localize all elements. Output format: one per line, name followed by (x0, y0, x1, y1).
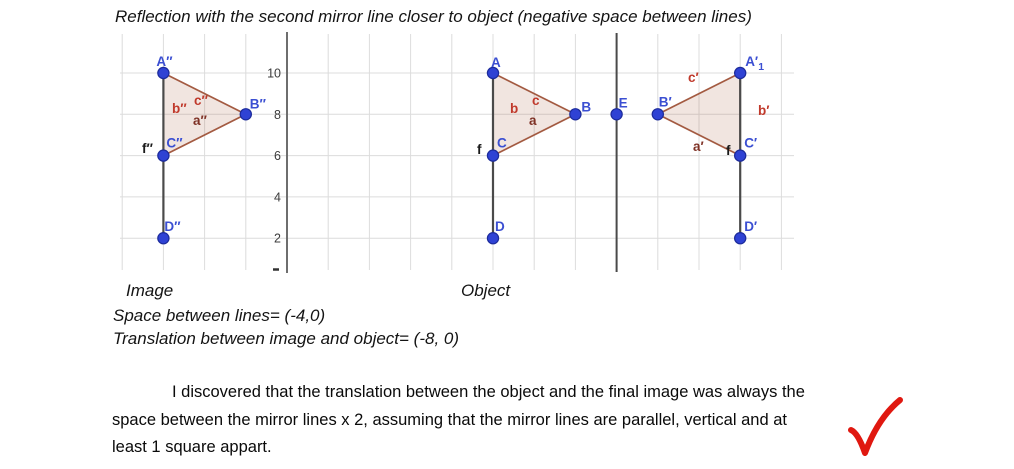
edge-label-a: a (529, 113, 537, 128)
point-dot-D′ (734, 231, 747, 245)
point-dot-A (486, 66, 500, 80)
point-label-D″: D″ (164, 219, 181, 234)
edge-label-a′: a′ (693, 139, 704, 154)
point-dot-B′ (651, 108, 665, 121)
point-label-B: B (581, 99, 591, 114)
caption-object: Object (461, 281, 511, 300)
point-label-A″: A″ (156, 54, 173, 69)
caption-image: Image (126, 281, 174, 300)
point-label-B″: B″ (250, 96, 267, 111)
point-label-C′: C′ (744, 136, 757, 151)
mirror-line-label: f″ (142, 141, 153, 156)
point-label-D: D (495, 219, 505, 234)
paragraph-line: space between the mirror lines x 2, assu… (112, 410, 787, 429)
point-label-C″: C″ (166, 136, 183, 151)
axis-tick-label: 10 (267, 67, 281, 81)
axis-tick-label: 8 (274, 108, 281, 122)
caption-space-between-lines: Space between lines= (-4,0) (113, 306, 326, 325)
mirror-line-label: f (477, 142, 482, 157)
paragraph-line: I discovered that the translation betwee… (172, 383, 805, 401)
edge-label-c″: c″ (194, 93, 209, 108)
red-checkmark-icon (848, 397, 903, 456)
point-dot-D (486, 231, 500, 245)
edge-label-c′: c′ (688, 70, 699, 85)
point-label-B′: B′ (659, 94, 672, 109)
axis-tick-label: 6 (274, 149, 281, 163)
edge-label-b: b (510, 101, 518, 116)
point-dot-C (486, 149, 500, 162)
point-label-A: A (491, 55, 501, 70)
edge-label-b″: b″ (172, 101, 187, 116)
point-dot-C′ (734, 149, 747, 162)
point-label-D′: D′ (744, 219, 757, 234)
axis-tick-label: 4 (274, 190, 281, 204)
point-dot-B (569, 108, 582, 121)
point-dot-E (610, 108, 623, 121)
page-title: Reflection with the second mirror line c… (115, 7, 752, 26)
edge-label-a″: a″ (193, 113, 208, 128)
caption-translation: Translation between image and object= (-… (113, 329, 460, 348)
edge-label-c: c (532, 93, 540, 108)
edge-label-b′: b′ (758, 103, 769, 118)
point-dot-A″ (157, 66, 170, 80)
point-dot-A′ (734, 66, 747, 80)
point-dot-B″ (239, 108, 252, 121)
mirror-line-label: f (726, 143, 731, 158)
point-label-E: E (619, 95, 628, 110)
axis-tick-label: 2 (274, 232, 281, 246)
point-dot-D″ (157, 231, 170, 245)
point-label-C: C (497, 136, 507, 151)
point-dot-C″ (157, 149, 170, 162)
discovery-paragraph: I discovered that the translation betwee… (112, 379, 892, 462)
point-label-A′: A′1 (745, 54, 764, 73)
paragraph-line: least 1 square appart. (112, 438, 272, 456)
